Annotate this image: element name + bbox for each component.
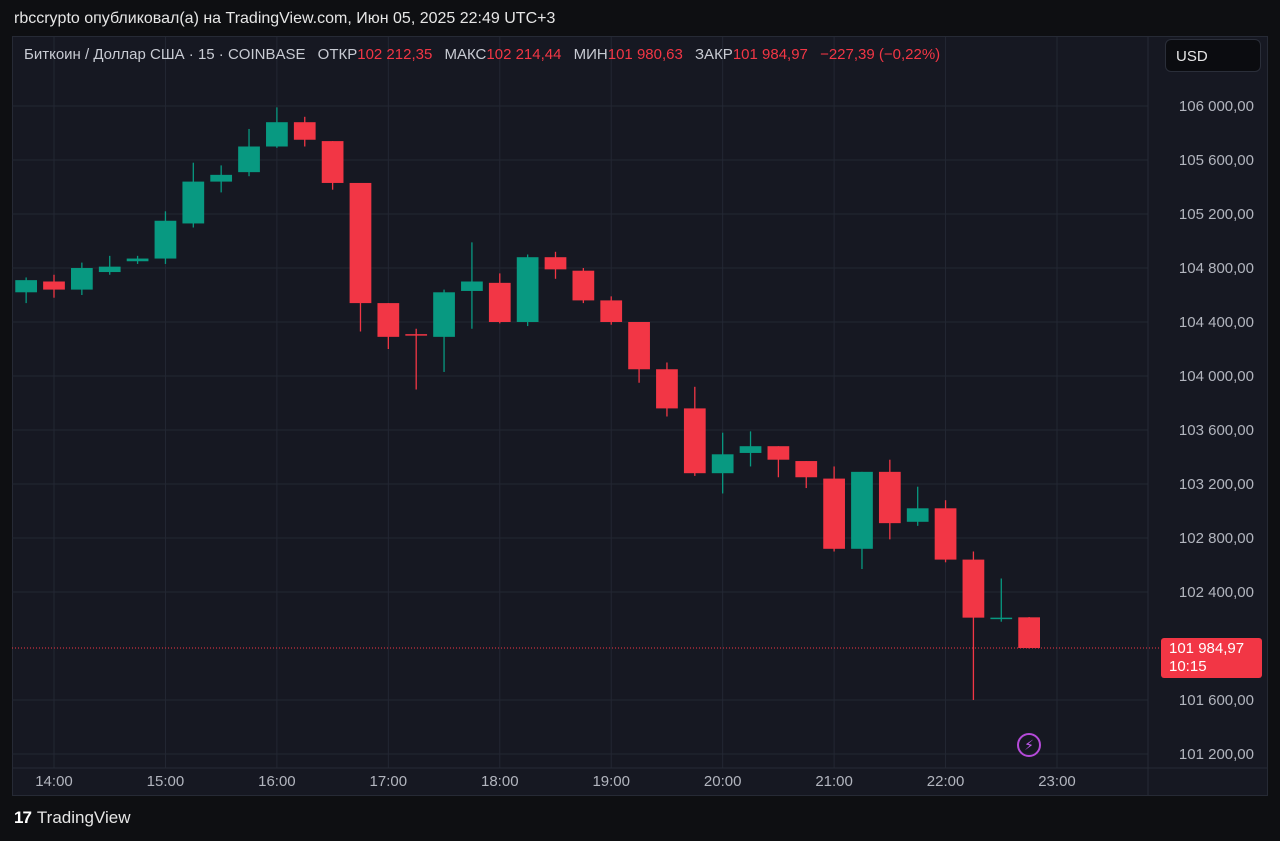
candle-body	[739, 446, 762, 453]
candle-body	[182, 181, 205, 224]
candle-body	[98, 266, 121, 273]
candle-body	[572, 270, 595, 301]
x-tick-label: 22:00	[927, 773, 965, 790]
high-label: МАКС	[444, 46, 487, 63]
y-tick-label: 104 000,00	[1179, 368, 1254, 385]
y-tick-label: 102 400,00	[1179, 584, 1254, 601]
candle-body	[405, 334, 428, 336]
candle-body	[544, 257, 567, 270]
y-tick-label: 101 600,00	[1179, 692, 1254, 709]
lightning-icon[interactable]: ⚡	[1017, 733, 1041, 757]
close-value: 101 984,97	[732, 46, 808, 63]
current-price-tag: 101 984,97 10:15	[1161, 638, 1262, 678]
x-tick-label: 23:00	[1038, 773, 1076, 790]
x-tick-label: 21:00	[815, 773, 853, 790]
candle-body	[656, 369, 678, 409]
brand-name: TradingView	[36, 808, 131, 827]
y-tick-label: 105 600,00	[1179, 152, 1254, 169]
candle-body	[767, 446, 790, 460]
candle-body	[934, 508, 957, 560]
x-tick-label: 18:00	[481, 773, 519, 790]
close-label: ЗАКР	[695, 46, 733, 63]
y-tick-label: 102 800,00	[1179, 530, 1254, 547]
candle-body	[461, 281, 483, 291]
candle-body	[293, 122, 316, 140]
symbol-title: Биткоин / Доллар США · 15 · COINBASE	[24, 46, 306, 63]
footer: 17 TradingView	[14, 808, 130, 828]
ohlc-legend: Биткоин / Доллар США · 15 · COINBASE ОТК…	[24, 46, 940, 63]
tradingview-logo-icon: 17	[14, 808, 32, 827]
candle-body	[628, 322, 650, 370]
low-value: 101 980,63	[607, 46, 683, 63]
x-tick-label: 20:00	[704, 773, 742, 790]
candle-body	[43, 281, 65, 290]
x-tick-label: 17:00	[370, 773, 408, 790]
candle-body	[1018, 617, 1041, 649]
y-tick-label: 103 200,00	[1179, 476, 1254, 493]
high-value: 102 214,44	[486, 46, 562, 63]
candle-body	[266, 122, 288, 147]
candle-body	[990, 617, 1013, 620]
candle-body	[70, 268, 93, 290]
open-value: 102 212,35	[357, 46, 433, 63]
candle-body	[711, 454, 734, 474]
candle-body	[600, 300, 623, 322]
x-tick-label: 16:00	[258, 773, 296, 790]
candle-body	[683, 408, 706, 474]
x-tick-label: 15:00	[147, 773, 185, 790]
candle-body	[321, 141, 344, 183]
candle-body	[238, 146, 260, 173]
current-price-label: 101 984,97	[1169, 640, 1245, 657]
publish-caption: rbccrypto опубликовал(а) на TradingView.…	[14, 10, 556, 27]
candle-body	[488, 282, 511, 322]
y-tick-label: 103 600,00	[1179, 422, 1254, 439]
candle-body	[126, 258, 149, 262]
y-tick-label: 104 800,00	[1179, 260, 1254, 277]
chart-panel[interactable]	[12, 36, 1268, 796]
candle-body	[851, 471, 873, 549]
candle-body	[962, 559, 985, 618]
candle-body	[210, 174, 233, 182]
y-tick-label: 104 400,00	[1179, 314, 1254, 331]
bar-countdown: 10:15	[1169, 658, 1207, 675]
change-value: −227,39 (−0,22%)	[820, 46, 941, 63]
candle-body	[377, 303, 400, 337]
candle-body	[516, 257, 539, 322]
candle-body	[878, 471, 901, 524]
candle-body	[349, 182, 372, 304]
y-tick-label: 101 200,00	[1179, 746, 1254, 763]
low-label: МИН	[573, 46, 608, 63]
candle-body	[795, 461, 818, 478]
candle-body	[154, 220, 177, 259]
candle-body	[15, 280, 38, 293]
y-tick-label: 106 000,00	[1179, 98, 1254, 115]
x-tick-label: 19:00	[592, 773, 630, 790]
x-tick-label: 14:00	[35, 773, 73, 790]
candle-body	[433, 292, 455, 337]
currency-button[interactable]: USD	[1165, 39, 1261, 72]
candle-body	[906, 508, 929, 522]
candle-body	[823, 478, 845, 549]
open-label: ОТКР	[317, 46, 358, 63]
y-tick-label: 105 200,00	[1179, 206, 1254, 223]
